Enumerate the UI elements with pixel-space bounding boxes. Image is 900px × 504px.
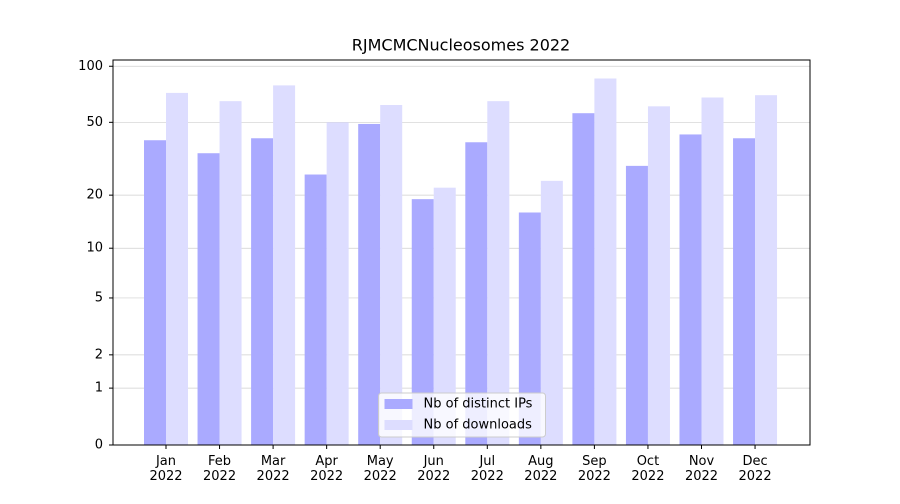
bar [433, 187, 456, 446]
x-tick-label: Jul 2022 [471, 454, 504, 484]
bar [755, 95, 778, 446]
y-tick-label: 5 [95, 290, 103, 305]
x-tick-label: Oct 2022 [631, 454, 664, 484]
bar [358, 123, 381, 445]
legend-label: Nb of downloads [424, 418, 533, 433]
bar [540, 180, 563, 445]
y-tick-label: 100 [78, 59, 103, 74]
x-tick-label: Sep 2022 [578, 454, 611, 484]
bar [487, 101, 510, 445]
y-tick-label: 0 [95, 438, 103, 453]
x-tick-label: Nov 2022 [685, 454, 718, 484]
x-tick-label: Jan 2022 [149, 454, 182, 484]
bar [572, 113, 595, 445]
bar [304, 174, 327, 445]
bar [273, 85, 296, 445]
bar [733, 138, 756, 445]
bar [647, 106, 670, 445]
bar [679, 134, 702, 445]
y-tick-label: 50 [86, 115, 103, 130]
x-tick-label: May 2022 [364, 454, 397, 484]
chart-title: RJMCMCNucleosomes 2022 [352, 36, 570, 55]
bar [197, 153, 220, 445]
legend-swatch [384, 399, 413, 409]
bar [219, 101, 242, 445]
y-tick-label: 2 [95, 347, 103, 362]
bar [166, 92, 188, 446]
x-tick-label: Jun 2022 [417, 454, 450, 484]
x-tick-label: Aug 2022 [524, 454, 557, 484]
x-tick-label: Mar 2022 [257, 454, 290, 484]
plot-frame [112, 59, 811, 446]
bar [251, 138, 274, 445]
bar [518, 212, 541, 445]
legend-swatch [384, 420, 413, 430]
bar [411, 199, 434, 445]
x-tick-label: Dec 2022 [739, 454, 772, 484]
bar [326, 122, 349, 445]
bar [625, 165, 648, 445]
y-tick-label: 10 [86, 241, 103, 256]
x-tick-label: Apr 2022 [310, 454, 343, 484]
bar [144, 140, 166, 445]
bar [465, 142, 488, 445]
bar [701, 97, 724, 445]
legend-box [378, 392, 546, 438]
y-tick-label: 20 [86, 188, 103, 203]
x-tick-label: Feb 2022 [203, 454, 236, 484]
bar [380, 104, 403, 446]
y-tick-label: 1 [95, 381, 103, 396]
bar [594, 78, 617, 446]
legend-label: Nb of distinct IPs [424, 397, 533, 412]
